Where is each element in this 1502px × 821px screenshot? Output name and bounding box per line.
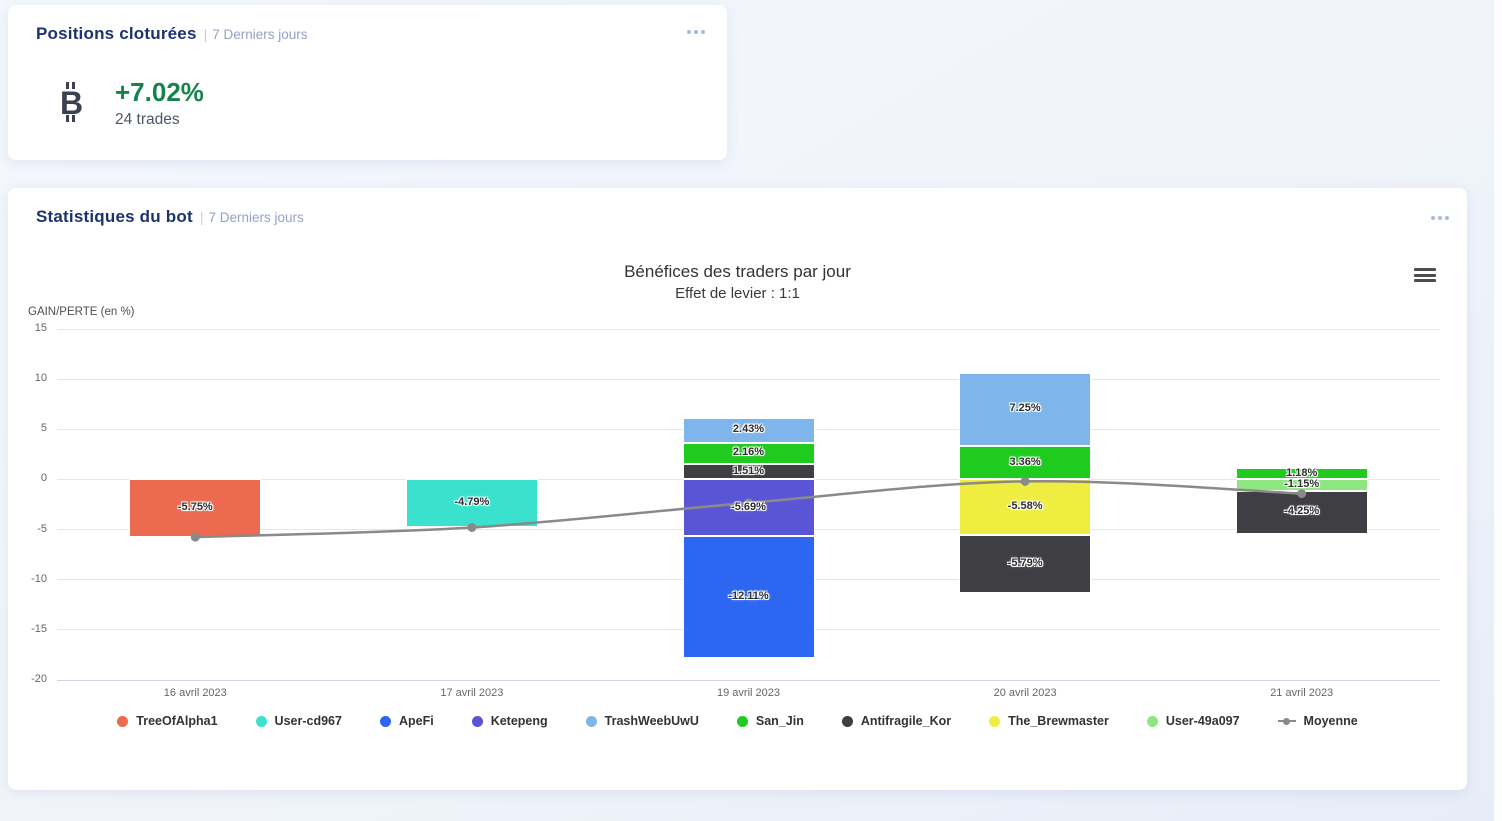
legend-label: Antifragile_Kor [860,714,952,728]
legend-item-Moyenne[interactable]: Moyenne [1277,714,1358,728]
legend-label: The_Brewmaster [1008,714,1109,728]
ellipsis-icon[interactable] [683,26,709,38]
legend-label: TrashWeebUwU [604,714,699,728]
yaxis-tick-label: -5 [37,522,47,535]
legend-label: San_Jin [755,714,804,728]
legend-label: Moyenne [1303,714,1358,728]
bar-segment-Antifragile_Kor[interactable] [959,535,1092,594]
bar-segment-The_Brewmaster[interactable] [959,479,1092,536]
bar-segment-San_Jin[interactable] [682,442,815,465]
legend-marker-icon [585,715,597,727]
card-title: Positions cloturées [36,24,197,43]
bot-stats-header: Statistiques du bot | 7 Derniers jours [36,207,304,227]
bar-segment-ApeFi[interactable] [682,536,815,658]
bar-segment-Ketepeng[interactable] [682,479,815,537]
xaxis-tick-label: 19 avril 2023 [717,687,780,699]
yaxis-tick-label: -15 [31,622,47,635]
closed-positions-card: Positions cloturées | 7 Derniers jours B +… [8,5,727,160]
legend-line-marker-icon [1277,717,1296,725]
ellipsis-icon[interactable] [1427,212,1453,224]
pnl-value: +7.02% [115,77,204,107]
chart-title: Bénéfices des traders par jour [624,262,851,281]
bitcoin-icon: B [57,81,83,128]
gridline [57,679,1440,681]
bar-segment-Antifragile_Kor[interactable] [682,464,815,480]
legend-label: TreeOfAlpha1 [136,714,218,728]
trades-count: 24 trades [115,111,180,128]
card-period-label: 7 Derniers jours [208,210,304,225]
hamburger-icon[interactable] [1414,268,1436,285]
legend-item-User-cd967[interactable]: User-cd967 [255,714,342,728]
legend-marker-icon [1146,715,1158,727]
legend-item-User-49a097[interactable]: User-49a097 [1146,714,1240,728]
yaxis-tick-label: 5 [40,422,47,435]
yaxis-tick-label: 0 [40,472,47,485]
legend-label: ApeFi [398,714,434,728]
legend-marker-icon [379,715,391,727]
legend-item-Antifragile_Kor[interactable]: Antifragile_Kor [841,714,952,728]
bar-segment-TreeOfAlpha1[interactable] [129,479,262,538]
page-scrollbar[interactable] [1493,0,1502,821]
yaxis-tick-label: -10 [31,572,47,585]
bar-segment-Antifragile_Kor[interactable] [1235,490,1368,534]
chart-subtitle: Effet de levier : 1:1 [675,285,800,302]
closed-positions-header: Positions cloturées | 7 Derniers jours [36,24,308,44]
legend-label: User-cd967 [274,714,342,728]
bar-segment-User-cd967[interactable] [405,479,538,528]
yaxis-title: GAIN/PERTE (en %) [28,306,135,318]
legend-marker-icon [989,715,1001,727]
gridline [57,328,1440,330]
yaxis-tick-label: 10 [34,372,47,385]
bar-segment-San_Jin[interactable] [1235,467,1368,480]
legend-marker-icon [255,715,267,727]
title-separator: | [199,209,204,225]
bar-segment-San_Jin[interactable] [959,445,1092,480]
bar-segment-TrashWeebUwU[interactable] [959,373,1092,446]
bar-segment-User-49a097[interactable] [1235,479,1368,491]
xaxis-tick-label: 21 avril 2023 [1270,687,1334,699]
legend-item-San_Jin[interactable]: San_Jin [736,714,804,728]
legend-label: User-49a097 [1165,714,1240,728]
legend-marker-icon [841,715,853,727]
legend-label: Ketepeng [490,714,548,728]
xaxis-tick-label: 17 avril 2023 [440,687,504,699]
gridline [57,378,1440,380]
legend-item-ApeFi[interactable]: ApeFi [379,714,434,728]
xaxis-tick-label: 16 avril 2023 [163,687,227,699]
legend-item-The_Brewmaster[interactable]: The_Brewmaster [989,714,1109,728]
legend-marker-icon [736,715,748,727]
yaxis-tick-label: -20 [31,673,47,685]
xaxis-tick-label: 20 avril 2023 [993,687,1057,699]
legend-marker-icon [471,715,483,727]
bar-segment-TrashWeebUwU[interactable] [682,418,815,443]
svg-text:B: B [60,85,83,121]
legend-item-Ketepeng[interactable]: Ketepeng [471,714,548,728]
legend-marker-icon [117,715,129,727]
legend-item-TreeOfAlpha1[interactable]: TreeOfAlpha1 [117,714,218,728]
card-title: Statistiques du bot [36,207,193,226]
yaxis-tick-label: 15 [34,322,47,334]
title-separator: | [203,26,208,42]
card-period-label: 7 Derniers jours [212,27,308,42]
legend-item-TrashWeebUwU[interactable]: TrashWeebUwU [585,714,699,728]
chart-legend: TreeOfAlpha1 User-cd967 ApeFi Ketepeng Trash… [8,714,1467,728]
